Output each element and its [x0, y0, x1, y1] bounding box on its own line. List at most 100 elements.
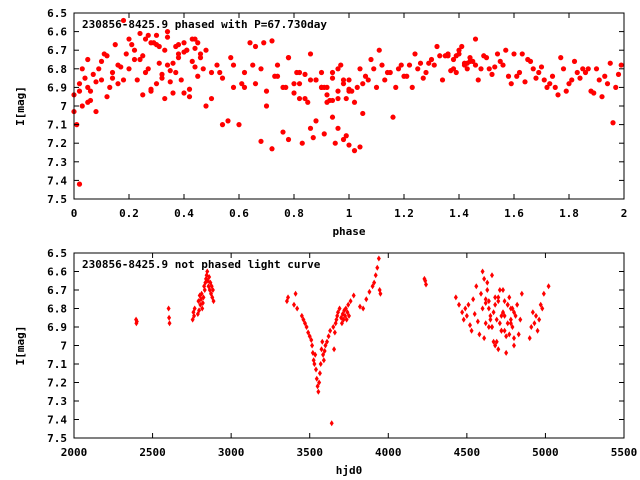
phased-data-point	[558, 55, 564, 61]
unphased-data-point	[534, 312, 538, 319]
phased-data-point	[184, 47, 190, 53]
unphased-data-point	[315, 383, 320, 390]
phased-data-point	[93, 108, 99, 115]
phased-y-tick-label: 6.6	[47, 26, 67, 39]
phased-data-point	[582, 69, 589, 76]
unphased-data-point	[325, 338, 329, 345]
phased-data-point	[79, 103, 85, 109]
unphased-data-point	[292, 301, 296, 308]
phased-data-point	[329, 75, 336, 81]
unphased-data-point	[530, 309, 535, 316]
phased-data-point	[354, 84, 360, 90]
phased-data-point	[346, 86, 352, 92]
unphased-data-point	[483, 296, 488, 303]
unphased-data-point	[378, 290, 383, 297]
unphased-data-point	[299, 312, 304, 319]
unphased-x-tick-label: 2500	[139, 446, 166, 459]
phased-data-point	[492, 64, 498, 70]
unphased-data-point	[201, 294, 206, 301]
unphased-data-point	[339, 320, 344, 327]
unphased-data-point	[502, 327, 507, 334]
phased-data-point	[516, 69, 523, 76]
phased-data-point	[192, 64, 198, 70]
phased-data-point	[162, 95, 168, 102]
phased-x-tick-label: 1.4	[449, 207, 469, 220]
phased-data-point	[82, 75, 88, 81]
phased-data-point	[464, 66, 470, 72]
unphased-data-point	[372, 279, 377, 286]
unphased-data-point	[346, 301, 351, 308]
phased-data-point	[530, 66, 536, 72]
unphased-data-point	[200, 299, 205, 306]
unphased-y-tick-label: 7.3	[47, 395, 67, 408]
phased-data-point	[263, 88, 270, 94]
phased-x-tick-label: 1.2	[394, 207, 414, 220]
unphased-y-tick-label: 6.8	[47, 303, 67, 316]
phased-data-point	[197, 55, 204, 61]
unphased-data-point	[293, 290, 298, 297]
phased-data-point	[305, 99, 311, 105]
phased-data-point	[376, 47, 382, 53]
phased-data-point	[519, 51, 525, 57]
unphased-data-point	[453, 294, 458, 301]
unphased-data-point	[307, 333, 312, 340]
unphased-data-point	[541, 290, 546, 297]
phased-x-tick-label: 0.6	[229, 207, 249, 220]
unphased-data-point	[306, 329, 311, 336]
unphased-x-tick-label: 2000	[61, 446, 88, 459]
phased-data-point	[431, 62, 437, 68]
unphased-data-point	[326, 333, 331, 340]
unphased-data-points	[134, 255, 551, 427]
unphased-data-point	[317, 379, 322, 386]
phased-data-point	[131, 47, 138, 53]
phased-data-point	[552, 84, 558, 90]
phased-data-point	[434, 43, 440, 50]
phased-data-point	[395, 66, 402, 72]
phased-data-point	[126, 66, 132, 72]
unphased-data-point	[466, 301, 471, 308]
unphased-data-point	[493, 342, 498, 349]
phased-data-point	[365, 77, 371, 83]
phased-data-point	[164, 29, 171, 35]
unphased-data-point	[491, 338, 496, 345]
phased-data-point	[508, 81, 514, 87]
phased-data-point	[299, 140, 305, 146]
phased-data-point	[164, 62, 171, 68]
phased-data-point	[123, 51, 129, 57]
phased-data-point	[607, 60, 613, 66]
unphased-data-point	[508, 320, 513, 327]
unphased-y-tick-label: 6.7	[47, 284, 67, 297]
unphased-data-point	[494, 316, 499, 323]
phased-data-point	[208, 95, 215, 102]
phased-data-point	[203, 103, 209, 109]
unphased-y-tick-label: 7.1	[47, 358, 67, 371]
unphased-data-point	[329, 420, 334, 427]
phased-data-point	[87, 88, 94, 94]
phased-data-point	[250, 62, 256, 68]
unphased-data-point	[332, 346, 337, 353]
phased-data-point	[560, 66, 567, 72]
phased-data-point	[175, 55, 182, 61]
unphased-data-point	[505, 301, 510, 308]
unphased-data-point	[375, 264, 380, 271]
phased-data-point	[406, 62, 413, 68]
phased-data-point	[338, 62, 344, 68]
phased-data-point	[296, 95, 303, 102]
phased-data-point	[170, 90, 176, 96]
phased-data-point	[126, 36, 132, 42]
phased-data-point	[472, 62, 479, 68]
unphased-data-point	[475, 318, 480, 325]
phased-data-point	[439, 77, 446, 83]
unphased-data-point	[367, 288, 372, 295]
phased-data-point	[203, 47, 209, 53]
unphased-data-point	[482, 275, 487, 282]
phased-data-point	[291, 90, 297, 96]
phased-x-tick-label: 1	[346, 207, 353, 220]
unphased-data-point	[538, 301, 543, 308]
phased-data-point	[461, 60, 468, 66]
phased-data-point	[497, 58, 503, 64]
phased-data-point	[140, 53, 146, 59]
phased-data-point	[307, 77, 314, 83]
phased-data-point	[412, 51, 418, 57]
unphased-x-ticks: 2000 2500 3000 3500 4000 4500 5000 5500	[61, 253, 637, 459]
